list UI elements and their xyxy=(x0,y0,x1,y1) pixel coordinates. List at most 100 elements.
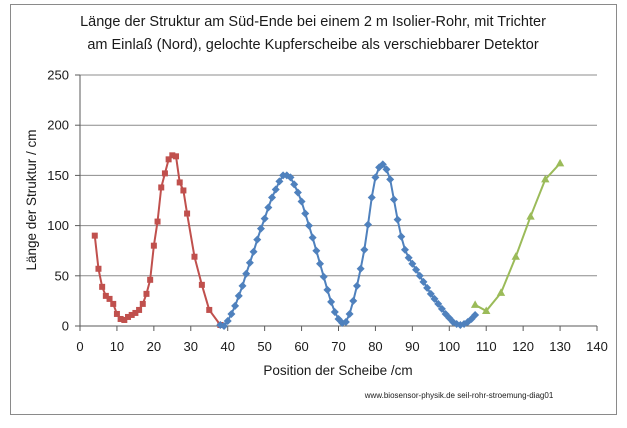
x-tick-label: 130 xyxy=(549,339,571,354)
series-2-line xyxy=(220,163,476,327)
data-point xyxy=(169,152,176,159)
data-point xyxy=(434,299,443,308)
x-tick-label: 40 xyxy=(220,339,234,354)
data-point xyxy=(264,203,273,212)
data-point xyxy=(268,193,277,202)
data-point xyxy=(511,252,520,260)
data-point xyxy=(150,242,157,249)
data-point xyxy=(415,271,424,280)
data-point xyxy=(136,306,143,313)
data-point xyxy=(471,310,480,319)
data-point xyxy=(260,214,269,223)
data-point xyxy=(206,306,213,313)
data-point xyxy=(286,173,295,182)
x-tick-label: 110 xyxy=(476,339,497,354)
data-point xyxy=(113,310,120,317)
series-1-line xyxy=(93,154,222,326)
data-point xyxy=(165,156,172,163)
data-point xyxy=(327,297,336,306)
data-point xyxy=(412,265,421,274)
data-point xyxy=(227,309,236,318)
data-point xyxy=(430,294,439,303)
data-point xyxy=(316,259,325,268)
data-point xyxy=(176,179,183,186)
data-point xyxy=(408,259,417,268)
x-tick-label: 70 xyxy=(331,339,345,354)
data-point xyxy=(319,272,328,281)
x-tick-label: 60 xyxy=(294,339,308,354)
data-point xyxy=(308,233,317,242)
data-point xyxy=(352,281,361,290)
series-3 xyxy=(470,158,565,314)
data-point xyxy=(426,289,435,298)
tick-labels-layer: 0 50 100 150 200 250 0 10 20 30 40 50 60 70 80 90 100 110… xyxy=(47,68,608,355)
data-point xyxy=(102,292,109,299)
data-point xyxy=(158,184,165,191)
y-tick-label: 100 xyxy=(47,218,69,233)
chart-frame xyxy=(10,4,617,415)
data-point xyxy=(184,210,191,217)
data-point xyxy=(245,258,254,267)
data-point xyxy=(253,235,262,244)
x-tick-label: 80 xyxy=(368,339,382,354)
data-point xyxy=(238,281,247,290)
x-tick-label: 100 xyxy=(438,339,460,354)
y-tick-label: 200 xyxy=(47,118,69,133)
x-tick-label: 10 xyxy=(110,339,124,354)
source-footer: www.biosensor-physik.de seil-rohr-stroem… xyxy=(364,391,554,400)
data-point xyxy=(470,300,480,308)
y-axis-title: Länge der Struktur / cm xyxy=(24,129,39,270)
data-point xyxy=(139,300,146,307)
x-tick-label: 20 xyxy=(147,339,161,354)
data-point xyxy=(397,232,406,241)
data-point xyxy=(389,195,398,204)
data-point xyxy=(173,153,180,160)
x-tick-label: 120 xyxy=(512,339,534,354)
data-point xyxy=(117,315,124,322)
data-point xyxy=(161,170,168,177)
data-point xyxy=(249,247,258,256)
data-point xyxy=(393,215,402,224)
x-tick-label: 30 xyxy=(184,339,198,354)
data-point xyxy=(323,285,332,294)
data-point xyxy=(371,173,380,182)
x-axis-title: Position der Scheibe /cm xyxy=(263,363,412,378)
data-point xyxy=(400,245,409,254)
data-point xyxy=(378,160,387,169)
data-point xyxy=(242,269,251,278)
data-point xyxy=(364,220,373,229)
series-1 xyxy=(91,152,224,328)
data-point xyxy=(234,291,243,300)
y-tick-label: 0 xyxy=(62,319,69,334)
data-point xyxy=(386,175,395,184)
chart-title-line-2: am Einlaß (Nord), gelochte Kupferscheibe… xyxy=(87,37,538,53)
data-point xyxy=(330,307,339,316)
data-point xyxy=(154,218,161,225)
y-tick-label: 50 xyxy=(55,268,69,283)
axes-layer xyxy=(75,74,598,331)
series-2 xyxy=(216,160,480,330)
data-point xyxy=(356,264,365,273)
data-point xyxy=(341,317,350,326)
data-point xyxy=(132,309,139,316)
data-point xyxy=(180,187,187,194)
data-point xyxy=(382,165,391,174)
data-point xyxy=(128,311,135,318)
data-point xyxy=(312,246,321,255)
data-point xyxy=(404,253,413,262)
series-3-line xyxy=(474,162,561,312)
data-point xyxy=(121,316,128,323)
data-point xyxy=(419,277,428,286)
data-point xyxy=(526,212,535,220)
data-point xyxy=(496,288,506,296)
data-point xyxy=(91,232,98,239)
data-point xyxy=(223,316,232,325)
y-tick-label: 250 xyxy=(47,68,69,83)
data-point xyxy=(220,322,229,330)
chart-title-line-1: Länge der Struktur am Süd-Ende bei einem… xyxy=(80,14,546,30)
data-point xyxy=(367,193,376,202)
x-tick-label: 50 xyxy=(257,339,271,354)
data-point xyxy=(271,185,280,194)
x-tick-label: 90 xyxy=(405,339,419,354)
data-point xyxy=(256,224,265,233)
